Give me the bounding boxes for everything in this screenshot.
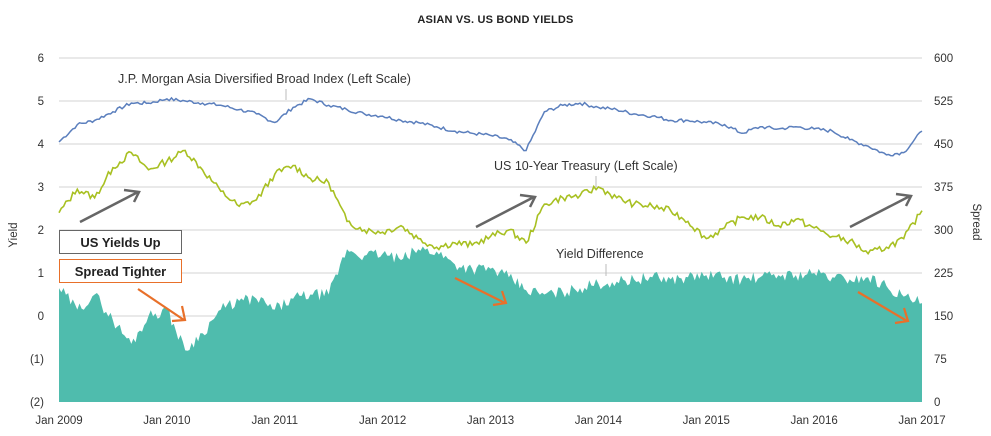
chart-title: ASIAN VS. US BOND YIELDS (417, 14, 574, 26)
y-tick-left: 3 (38, 182, 44, 194)
y-axis-left-ticks: 6 5 4 3 2 1 0 (1) (2) (30, 53, 45, 409)
y-tick-left: 2 (38, 225, 44, 237)
x-tick: Jan 2012 (359, 415, 406, 427)
x-tick: Jan 2011 (252, 415, 298, 427)
callout-spread-tighter: Spread Tighter (59, 259, 182, 283)
y-tick-right: 75 (934, 354, 947, 366)
yield-difference-area (59, 246, 922, 402)
x-axis-ticks: Jan 2009 Jan 2010 Jan 2011 Jan 2012 Jan 2013… (35, 415, 945, 427)
y-tick-left: 4 (38, 139, 45, 151)
y-tick-right: 450 (934, 139, 953, 151)
arrow-down-icon (137, 288, 187, 323)
y-tick-left: 0 (38, 311, 44, 323)
y-tick-left: 6 (38, 53, 44, 65)
us-series-annotation: US 10-Year Treasury (Left Scale) (494, 159, 678, 173)
x-tick: Jan 2014 (575, 415, 623, 427)
y-axis-right-ticks: 600 525 450 375 300 225 150 75 0 (934, 53, 953, 409)
y-tick-right: 375 (934, 182, 953, 194)
y-axis-right-label: Spread (970, 203, 982, 240)
x-tick: Jan 2017 (898, 415, 945, 427)
y-tick-right: 300 (934, 225, 953, 237)
arrow-up-icon (475, 193, 537, 229)
arrow-up-icon (849, 192, 913, 229)
y-tick-right: 600 (934, 53, 953, 65)
y-tick-left: (2) (30, 397, 44, 409)
us-treasury-line (58, 149, 923, 256)
x-tick: Jan 2010 (143, 415, 190, 427)
x-tick: Jan 2013 (467, 415, 514, 427)
asia-index-line (58, 96, 923, 157)
x-tick: Jan 2009 (35, 415, 82, 427)
y-tick-left: 5 (38, 96, 44, 108)
asia-series-annotation: J.P. Morgan Asia Diversified Broad Index… (118, 72, 411, 86)
arrow-down-icon (454, 277, 508, 307)
y-axis-left-label: Yield (8, 222, 20, 247)
diff-series-annotation: Yield Difference (556, 247, 644, 261)
y-tick-left: (1) (30, 354, 44, 366)
y-tick-right: 225 (934, 268, 953, 280)
y-tick-right: 150 (934, 311, 953, 323)
y-tick-left: 1 (38, 268, 44, 280)
x-tick: Jan 2016 (790, 415, 837, 427)
y-tick-right: 525 (934, 96, 953, 108)
arrow-down-icon (857, 291, 910, 325)
arrow-up-icon (79, 188, 141, 224)
callout-us-yields-up: US Yields Up (59, 230, 182, 254)
x-tick: Jan 2015 (683, 415, 730, 427)
y-tick-right: 0 (934, 397, 940, 409)
